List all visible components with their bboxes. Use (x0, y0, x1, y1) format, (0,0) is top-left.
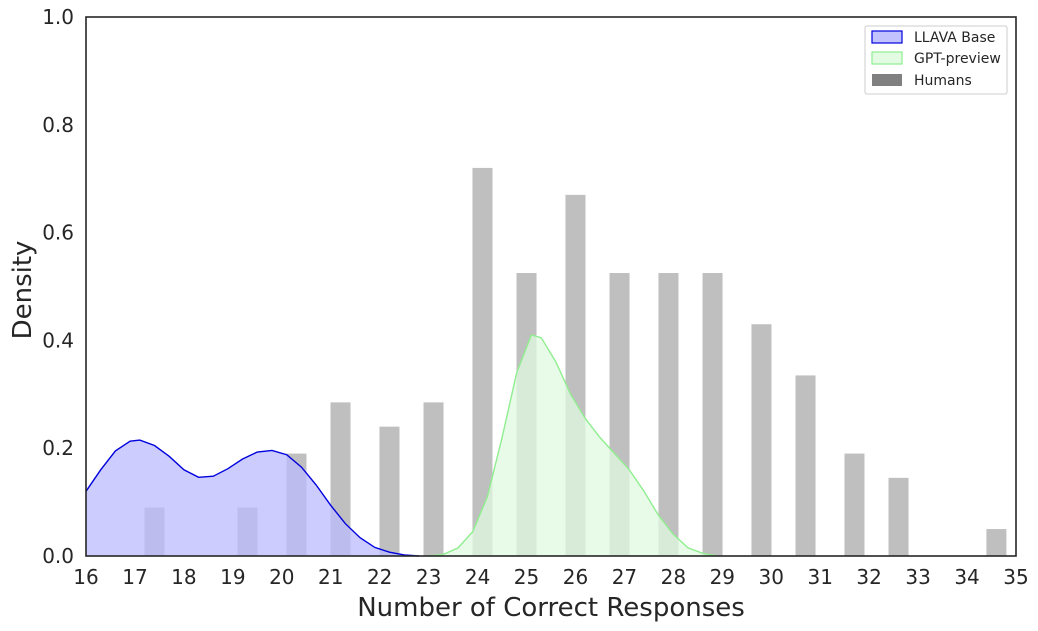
x-tick-label: 17 (122, 565, 147, 589)
legend-swatch-llava-base (871, 30, 903, 44)
x-tick-label: 28 (661, 565, 686, 589)
gpt-preview-line (428, 334, 718, 557)
humans-bar (888, 477, 909, 556)
y-tick-label: 0.2 (42, 436, 74, 460)
x-tick-label: 20 (269, 565, 294, 589)
llava-base-line (85, 439, 419, 557)
x-tick-label: 34 (954, 565, 979, 589)
x-tick-label: 33 (905, 565, 930, 589)
legend-swatch-gpt-preview (871, 51, 903, 65)
x-tick-label: 21 (318, 565, 343, 589)
y-tick-label: 0.8 (42, 113, 74, 137)
x-tick-label: 25 (514, 565, 539, 589)
plot-frame (85, 16, 1017, 557)
humans-bar (472, 167, 493, 557)
x-tick-label: 16 (73, 565, 98, 589)
x-tick-labels: 16 17 18 19 20 21 22 23 24 25 26 27 28 29 30 31 32 33 34 35 (73, 565, 1028, 589)
humans-bar (658, 273, 679, 556)
humans-bar (423, 402, 444, 556)
x-tick-label: 32 (856, 565, 881, 589)
x-tick-label: 19 (220, 565, 245, 589)
x-tick-label: 31 (807, 565, 832, 589)
legend-label-llava-base: LLAVA Base (914, 30, 995, 46)
x-tick-label: 35 (1003, 565, 1028, 589)
legend-label-humans: Humans (914, 73, 972, 89)
humans-bar (986, 529, 1007, 556)
y-tick-labels: 0.0 0.2 0.4 0.6 0.8 1.0 (42, 5, 74, 568)
x-tick-label: 29 (710, 565, 735, 589)
x-tick-label: 27 (612, 565, 637, 589)
x-axis-label: Number of Correct Responses (357, 593, 745, 623)
kde-areas (85, 334, 718, 557)
gpt-preview-area (428, 335, 718, 556)
legend-swatch-humans (872, 74, 902, 86)
y-tick-label: 0.0 (42, 544, 74, 568)
legend: LLAVA Base GPT-preview Humans (864, 25, 1008, 95)
y-tick-label: 0.4 (42, 328, 74, 352)
x-tick-label: 26 (563, 565, 588, 589)
llava-base-area (86, 440, 419, 556)
x-tick-label: 22 (367, 565, 392, 589)
legend-label-gpt-preview: GPT-preview (914, 51, 1001, 67)
x-tick-label: 24 (465, 565, 490, 589)
humans-bar (844, 453, 865, 556)
y-axis-label: Density (8, 241, 38, 340)
y-tick-label: 1.0 (42, 5, 74, 29)
x-tick-label: 30 (759, 565, 784, 589)
humans-bar (702, 273, 723, 556)
x-tick-label: 18 (171, 565, 196, 589)
humans-bar (379, 426, 400, 556)
x-tick-label: 23 (416, 565, 441, 589)
humans-bar (795, 375, 816, 556)
humans-bar (751, 324, 772, 556)
y-tick-label: 0.6 (42, 221, 74, 245)
